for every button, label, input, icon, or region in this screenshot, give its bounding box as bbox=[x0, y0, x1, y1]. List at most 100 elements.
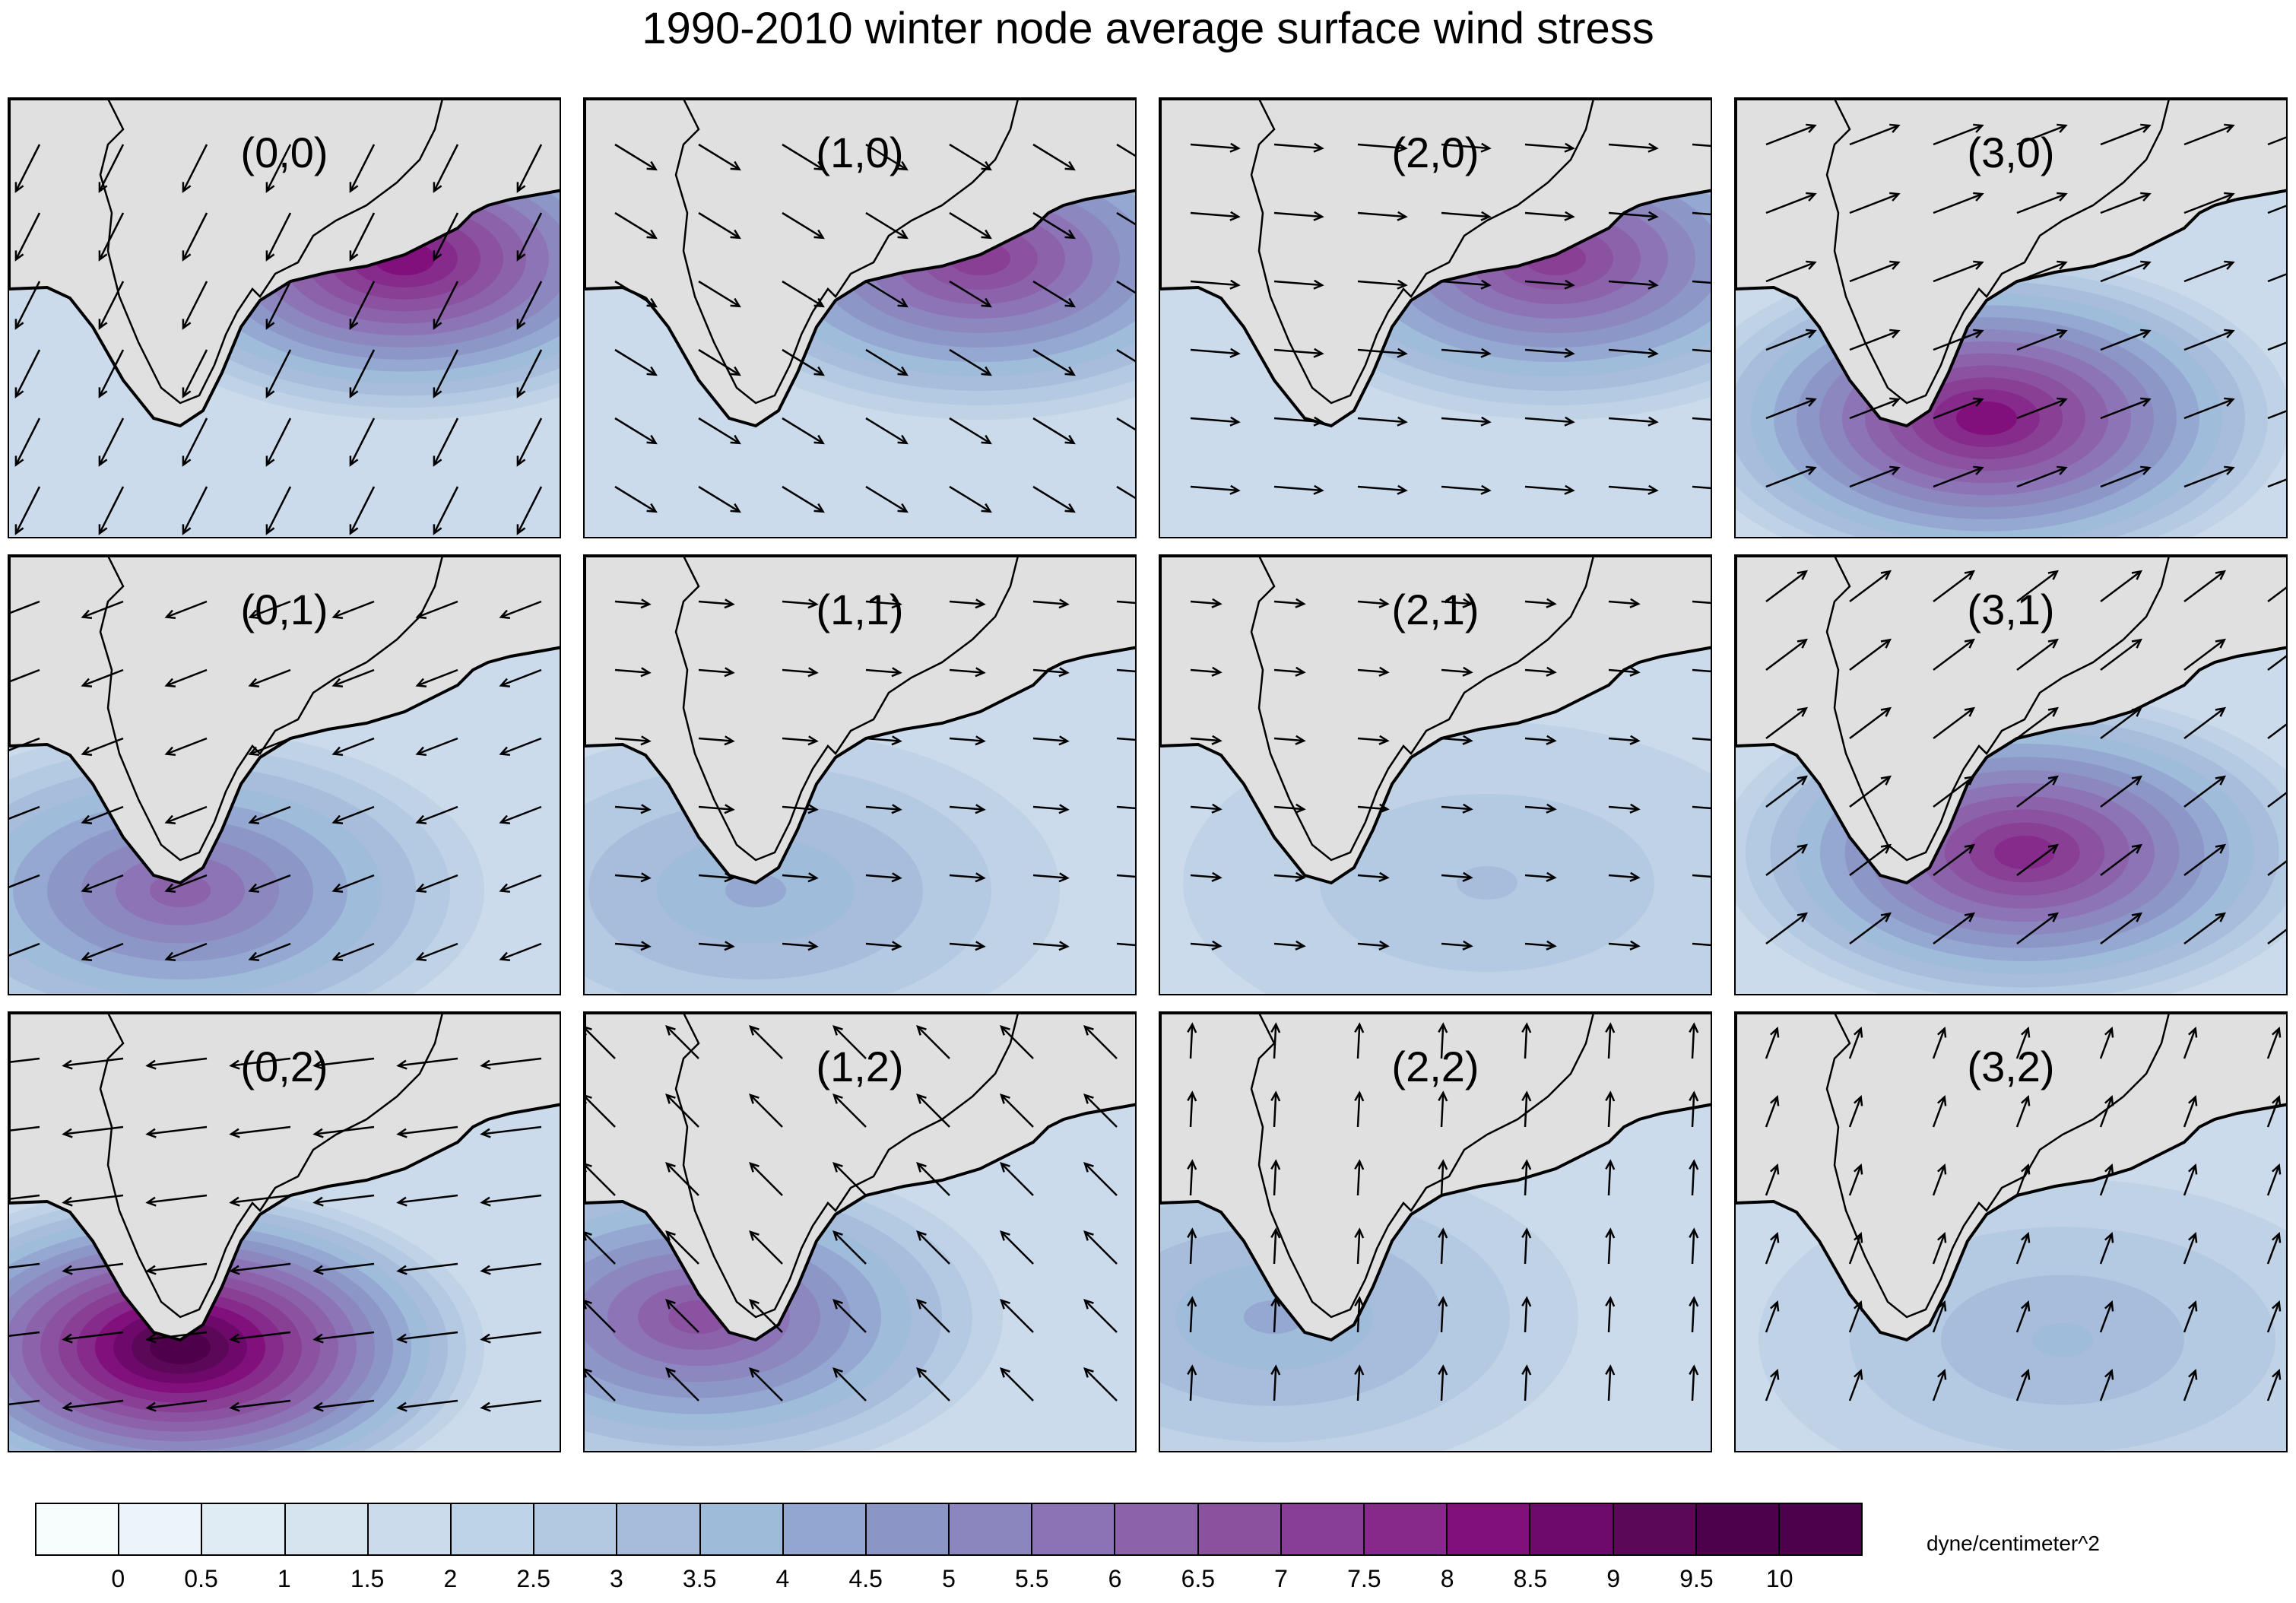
wind-vector bbox=[229, 1399, 291, 1412]
wind-stress-map bbox=[585, 99, 1135, 537]
wind-vector bbox=[499, 600, 542, 619]
colorbar-tick: 3 bbox=[610, 1565, 623, 1592]
wind-vector bbox=[1190, 142, 1241, 153]
wind-vector bbox=[1848, 1231, 1863, 1265]
wind-vector bbox=[62, 1194, 124, 1207]
wind-vector bbox=[1032, 143, 1076, 171]
wind-vector bbox=[1190, 666, 1223, 677]
wind-vector bbox=[1848, 1163, 1863, 1196]
wind-vector bbox=[782, 598, 819, 609]
wind-vector bbox=[516, 144, 543, 193]
wind-vector bbox=[1441, 211, 1492, 221]
wind-vector bbox=[949, 417, 992, 445]
colorbar-swatch bbox=[1448, 1504, 1531, 1554]
wind-vector bbox=[1357, 666, 1390, 677]
stress-contour bbox=[150, 1331, 211, 1364]
wind-vector bbox=[1608, 484, 1659, 495]
wind-vector bbox=[9, 1331, 40, 1338]
wind-vector bbox=[2267, 478, 2286, 488]
wind-vector bbox=[949, 667, 986, 678]
wind-vector bbox=[396, 1194, 458, 1207]
wind-vector bbox=[62, 1125, 124, 1138]
wind-vector bbox=[832, 1299, 867, 1333]
wind-vector bbox=[1689, 1227, 1699, 1265]
wind-vector bbox=[1270, 1227, 1281, 1265]
stress-contour bbox=[2032, 1323, 2093, 1357]
wind-vector bbox=[1032, 941, 1070, 951]
wind-vector bbox=[1441, 666, 1473, 677]
wind-vector bbox=[2016, 123, 2068, 146]
node-label: (0,0) bbox=[240, 129, 328, 176]
wind-vector bbox=[1357, 348, 1408, 358]
wind-vector bbox=[1849, 465, 1901, 488]
node-label: (1,0) bbox=[816, 129, 904, 176]
node-label: (2,0) bbox=[1391, 129, 1479, 176]
wind-vector bbox=[265, 349, 292, 398]
colorbar-tick: 9 bbox=[1606, 1565, 1621, 1592]
wind-vector bbox=[1438, 1227, 1448, 1265]
colorbar-tick: 5 bbox=[942, 1565, 956, 1592]
wind-vector bbox=[1116, 805, 1135, 810]
node-panel: (3,0) bbox=[1734, 97, 2288, 538]
wind-vector bbox=[2267, 273, 2286, 283]
wind-vector bbox=[832, 1094, 867, 1128]
node-panel: (0,0) bbox=[8, 97, 561, 538]
wind-vector bbox=[1357, 211, 1408, 221]
wind-vector bbox=[698, 941, 735, 951]
wind-vector bbox=[248, 805, 291, 824]
wind-vector bbox=[749, 1162, 783, 1196]
wind-vector bbox=[2016, 706, 2060, 739]
wind-vector bbox=[1849, 638, 1892, 671]
wind-vector bbox=[1083, 1162, 1118, 1196]
wind-vector bbox=[2183, 397, 2235, 420]
node-panel: (2,1) bbox=[1159, 554, 1712, 995]
wind-vector bbox=[698, 280, 741, 308]
wind-vector bbox=[1932, 1368, 1947, 1401]
wind-vector bbox=[1765, 465, 1817, 488]
wind-vector bbox=[1524, 279, 1575, 290]
wind-vector bbox=[1032, 280, 1076, 308]
node-panel: (0,1) bbox=[8, 554, 561, 995]
wind-vector bbox=[1357, 142, 1408, 153]
wind-vector bbox=[1933, 570, 1976, 602]
wind-vector bbox=[1000, 1299, 1034, 1333]
wind-vector bbox=[1849, 706, 1892, 739]
wind-vector bbox=[1765, 570, 1809, 603]
colorbar-swatch bbox=[866, 1504, 950, 1554]
wind-vector bbox=[782, 417, 825, 445]
landmass bbox=[1160, 556, 1711, 885]
wind-vector bbox=[312, 1125, 375, 1138]
wind-vector bbox=[865, 280, 909, 308]
wind-vector bbox=[164, 737, 208, 756]
wind-vector bbox=[2100, 329, 2152, 351]
wind-vector bbox=[1605, 1227, 1616, 1265]
wind-vector bbox=[1187, 1227, 1197, 1265]
wind-vector bbox=[1692, 737, 1711, 741]
node-panel: (3,2) bbox=[1734, 1011, 2288, 1452]
wind-vector bbox=[248, 737, 291, 756]
wind-vector bbox=[698, 872, 735, 883]
colorbar-swatch bbox=[617, 1504, 701, 1554]
wind-vector bbox=[2183, 638, 2227, 671]
node-label: (2,1) bbox=[1391, 586, 1479, 633]
wind-vector bbox=[1524, 598, 1557, 608]
wind-vector bbox=[614, 280, 658, 308]
wind-vector bbox=[433, 281, 459, 330]
colorbar-swatch bbox=[202, 1504, 286, 1554]
wind-vector bbox=[9, 1399, 40, 1406]
wind-vector bbox=[14, 281, 41, 330]
wind-vector bbox=[2267, 860, 2286, 876]
wind-vector bbox=[2266, 1026, 2282, 1059]
wind-vector bbox=[1187, 1364, 1197, 1401]
wind-vector bbox=[2266, 1163, 2282, 1196]
wind-vector bbox=[1441, 279, 1492, 290]
wind-vector bbox=[2183, 912, 2227, 944]
wind-vector bbox=[1357, 803, 1390, 814]
wind-vector bbox=[2266, 1300, 2282, 1333]
wind-vector bbox=[81, 805, 124, 824]
wind-vector bbox=[1689, 1090, 1699, 1128]
wind-vector bbox=[1273, 871, 1306, 882]
wind-vector bbox=[182, 144, 208, 193]
wind-vector bbox=[2183, 1231, 2198, 1265]
wind-vector bbox=[2267, 655, 2286, 671]
